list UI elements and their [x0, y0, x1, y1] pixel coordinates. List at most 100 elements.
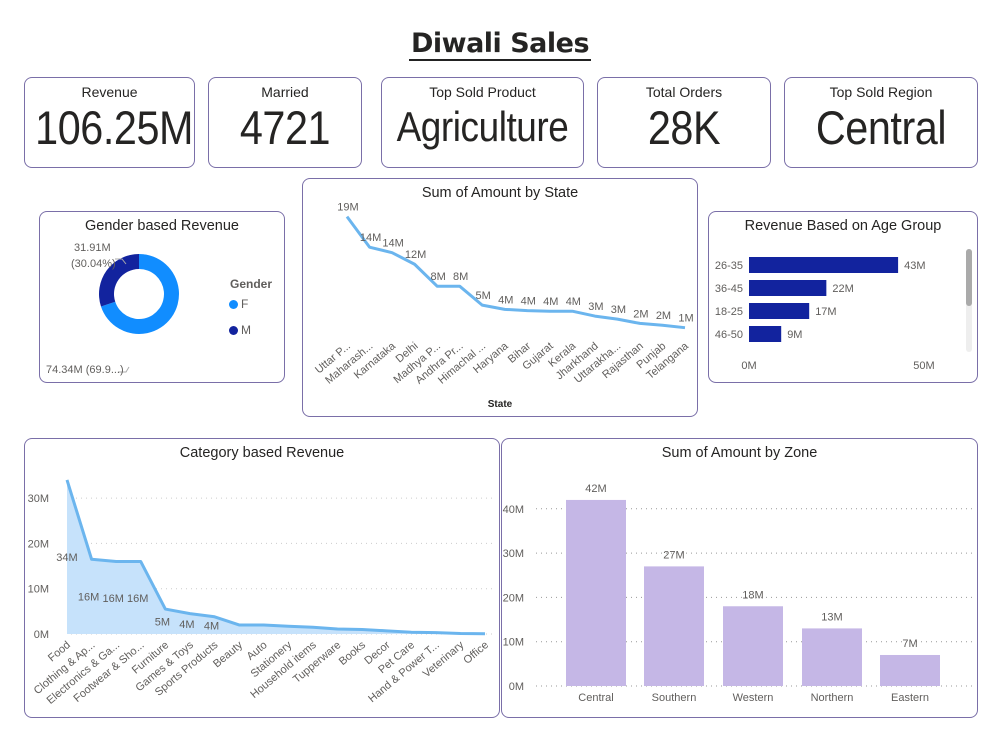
y-tick-label: 30M — [28, 493, 49, 505]
scrollbar[interactable] — [966, 249, 972, 352]
x-tick-label: Northern — [811, 692, 854, 704]
kpi-label: Total Orders — [645, 84, 723, 100]
data-label: 43M — [904, 260, 925, 272]
data-label: 18M — [742, 589, 763, 601]
x-tick-label: Office — [461, 639, 491, 667]
kpi-married[interactable]: Married 4721 — [208, 77, 362, 168]
bar-46-50[interactable] — [749, 326, 782, 342]
data-label: 16M — [127, 593, 148, 605]
data-label-f: 74.34M (69.9...) — [46, 364, 124, 376]
y-tick-label: 0M — [509, 681, 524, 693]
zone-amount-chart[interactable]: Sum of Amount by Zone 0M 10M 20M 30M 40M 42M C… — [501, 438, 978, 718]
kpi-value: Agriculture — [396, 103, 569, 150]
data-label: 14M — [382, 238, 403, 250]
bar-18-25[interactable] — [749, 303, 810, 319]
area-fill — [67, 479, 485, 634]
bar-26-35[interactable] — [749, 257, 899, 273]
y-tick-label: 46-50 — [715, 329, 743, 341]
kpi-label: Married — [261, 84, 309, 100]
x-axis-title: State — [487, 399, 513, 410]
kpi-value: 28K — [647, 101, 721, 154]
y-tick-label: 20M — [503, 592, 524, 604]
bar-eastern[interactable] — [880, 654, 940, 686]
data-label: 17M — [815, 306, 836, 318]
bar-western[interactable] — [723, 606, 783, 686]
kpi-revenue[interactable]: Revenue 106.25M — [24, 77, 195, 168]
data-label: 4M — [566, 296, 581, 308]
y-tick-label: 0M — [34, 629, 49, 641]
data-label: 22M — [832, 283, 853, 295]
kpi-top-sold-region[interactable]: Top Sold Region Central — [784, 77, 978, 168]
y-tick-label: 18-25 — [715, 306, 743, 318]
data-label: 1M — [678, 313, 693, 325]
x-tick-label: Eastern — [891, 692, 929, 704]
kpi-total-orders[interactable]: Total Orders 28K — [597, 77, 771, 168]
data-label: 9M — [787, 329, 802, 341]
data-label: 14M — [360, 232, 381, 244]
legend-item-m[interactable]: M — [229, 323, 251, 337]
x-tick-label: Western — [733, 692, 774, 704]
x-tick-label: Books — [337, 639, 369, 668]
donut-slice-m — [98, 254, 139, 307]
data-label: 5M — [476, 290, 491, 302]
category-revenue-chart[interactable]: Category based Revenue 0M 10M 20M 30M 34M Foo… — [24, 438, 500, 718]
chart-title: Revenue Based on Age Group — [744, 218, 942, 234]
chart-title: Gender based Revenue — [85, 218, 239, 234]
chart-title: Category based Revenue — [179, 445, 345, 461]
data-label: 4M — [204, 620, 219, 632]
data-label: 3M — [611, 304, 626, 316]
age-group-chart[interactable]: Revenue Based on Age Group 26-35 43M 36-45… — [708, 211, 978, 383]
x-tick-label: 50M — [913, 360, 934, 372]
leader-line — [118, 366, 130, 373]
x-tick-label: 0M — [741, 360, 756, 372]
data-label: 3M — [588, 301, 603, 313]
zone-bar-svg: 0M 10M 20M 30M 40M 42M Central 27M Southern 18M We… — [503, 483, 976, 704]
data-label: 13M — [821, 611, 842, 623]
y-tick-label: 30M — [503, 548, 524, 560]
legend-item-f[interactable]: F — [229, 297, 248, 311]
scrollbar-thumb[interactable] — [966, 249, 972, 306]
data-label: 7M — [902, 638, 917, 650]
bar-36-45[interactable] — [749, 280, 827, 296]
data-label: 16M — [78, 592, 99, 604]
bar-northern[interactable] — [802, 628, 862, 686]
age-bar-svg: 26-35 43M 36-45 22M 18-25 17M 46-50 9M 0M 50M — [715, 257, 935, 372]
kpi-label: Top Sold Region — [829, 84, 933, 100]
legend-dot-icon — [229, 299, 238, 309]
bar-southern[interactable] — [644, 566, 704, 686]
leader-line — [115, 258, 127, 265]
y-tick-label: 10M — [28, 584, 49, 596]
data-label: 42M — [585, 483, 606, 495]
area-line — [65, 479, 486, 636]
dashboard-title: Diwali Sales — [408, 28, 592, 61]
gender-revenue-chart[interactable]: Gender based Revenue 31.91M (30.04%) 74.… — [39, 211, 285, 383]
chart-title: Sum of Amount by Zone — [661, 445, 818, 461]
state-amount-chart[interactable]: Sum of Amount by State 19M Uttar P... 14M M… — [302, 178, 698, 417]
data-label: 2M — [633, 308, 648, 320]
data-label: 8M — [430, 271, 445, 283]
legend-dot-icon — [229, 325, 238, 335]
state-line — [345, 215, 686, 330]
x-tick-label: Central — [578, 692, 613, 704]
kpi-value: 4721 — [239, 101, 331, 154]
y-tick-label: 10M — [503, 637, 524, 649]
chart-title: Sum of Amount by State — [421, 185, 579, 201]
y-tick-label: 20M — [28, 538, 49, 550]
data-label: 4M — [521, 296, 536, 308]
kpi-top-sold-product[interactable]: Top Sold Product Agriculture — [381, 77, 584, 168]
kpi-value: 106.25M — [35, 101, 194, 154]
kpi-value: Central — [815, 101, 947, 154]
data-label: 2M — [656, 310, 671, 322]
data-label-m-value: 31.91M — [74, 242, 111, 254]
y-tick-label: 40M — [503, 504, 524, 516]
legend-title: Gender — [230, 277, 273, 291]
data-label: 19M — [337, 202, 358, 214]
data-label: 16M — [102, 593, 123, 605]
data-label: 34M — [56, 552, 77, 564]
data-label: 5M — [155, 617, 170, 629]
bar-central[interactable] — [566, 499, 626, 686]
data-label: 4M — [498, 294, 513, 306]
gender-donut-svg — [98, 254, 179, 373]
